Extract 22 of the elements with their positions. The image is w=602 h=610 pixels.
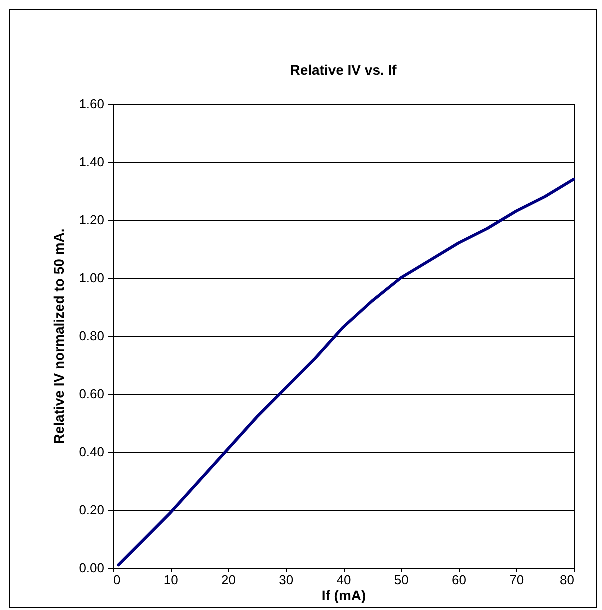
x-tick-label: 60	[452, 572, 466, 588]
y-tick-label: 0.20	[79, 502, 104, 518]
y-tick-label: 0.00	[79, 560, 104, 576]
y-tick-label: 0.60	[79, 386, 104, 402]
x-tick-label: 50	[394, 572, 409, 588]
x-axis-title: If (mA)	[322, 588, 366, 604]
x-tick-label: 70	[510, 572, 524, 588]
y-tick-label: 1.40	[79, 154, 104, 170]
chart-title: Relative IV vs. If	[290, 62, 398, 78]
line-series	[117, 178, 576, 567]
y-axis-title: Relative IV normalized to 50 mA.	[51, 228, 68, 444]
x-tick-label: 0	[114, 572, 121, 588]
x-tick-label: 10	[164, 572, 178, 588]
y-tick-label: 1.60	[79, 96, 104, 112]
x-tick-label: 80	[560, 572, 574, 588]
x-tick-label: 30	[279, 572, 294, 588]
y-tick-label: 0.40	[79, 444, 104, 460]
y-tick-label: 1.00	[79, 270, 104, 286]
y-tick-label: 1.20	[79, 212, 104, 228]
x-tick-label: 20	[222, 572, 236, 588]
x-tick-label: 40	[336, 572, 352, 588]
y-tick-label: 0.80	[79, 328, 104, 344]
